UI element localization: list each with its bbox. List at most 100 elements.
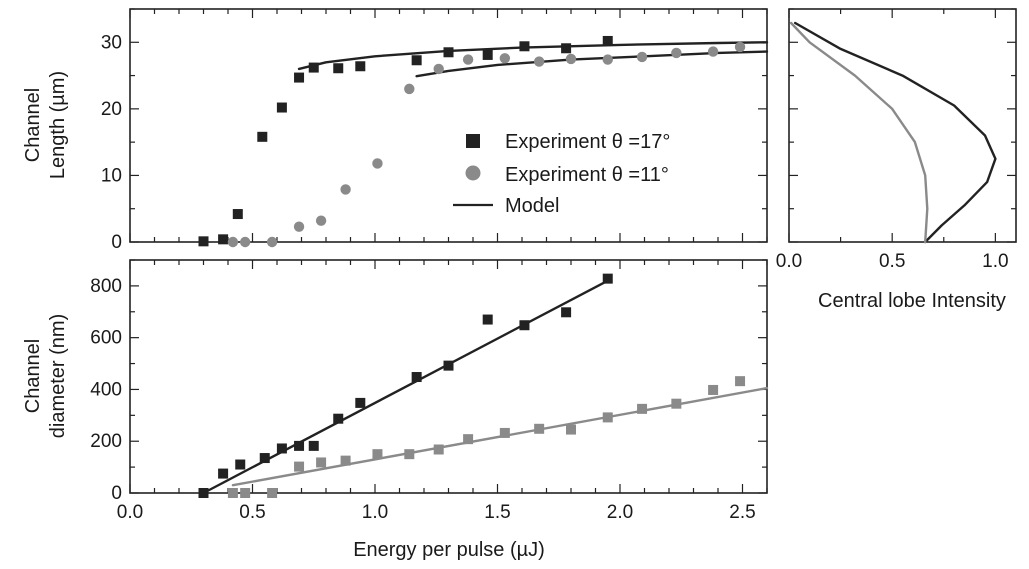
data-point-square: [519, 41, 530, 52]
data-point-square: [602, 412, 613, 423]
data-point-circle: [372, 158, 383, 169]
data-point-square: [411, 372, 422, 383]
data-point-square: [333, 413, 344, 424]
bottom-ylabel-line2: diameter (nm): [47, 314, 69, 438]
data-point-square: [671, 398, 682, 409]
data-point-square: [240, 488, 251, 498]
x-tick-label: 1.0: [982, 251, 1008, 272]
data-point-square: [232, 209, 243, 220]
x-axis-label: Energy per pulse (µJ): [353, 539, 545, 561]
legend-label-exp11: Experiment θ =11°: [505, 164, 669, 186]
data-point-square: [333, 63, 344, 74]
data-point-square: [294, 72, 305, 83]
data-point-circle: [404, 83, 415, 95]
data-point-square: [534, 423, 545, 434]
series-points: [198, 35, 746, 498]
data-point-circle: [602, 54, 613, 65]
data-point-square: [463, 434, 474, 445]
data-point-square: [259, 453, 270, 464]
data-point-square: [340, 455, 351, 466]
data-point-square: [499, 427, 510, 438]
data-point-square: [561, 43, 572, 54]
data-point-square: [482, 314, 493, 325]
x-tick-label: 2.0: [607, 502, 633, 523]
x-tick-label: 0.0: [117, 502, 143, 523]
data-point-circle: [239, 236, 251, 248]
right-x-axis-label: Central lobe Intensity: [818, 290, 1006, 312]
data-point-square: [637, 403, 648, 414]
data-point-circle: [227, 236, 239, 248]
tick-labels: 0 10 20 30 0 200 400 600 800 0.0 0.5 1.0 1.5 2.0 2.5 0.…: [90, 32, 1008, 523]
data-point-square: [218, 468, 229, 479]
bottom-left-panel-frame: [129, 259, 768, 494]
y-tick-label: 400: [90, 379, 122, 400]
x-tick-label: 2.5: [729, 502, 755, 523]
legend-label-exp17: Experiment θ =17°: [505, 131, 670, 153]
data-point-square: [708, 384, 719, 395]
data-point-circle: [315, 215, 327, 226]
data-point-circle: [293, 221, 305, 232]
data-point-square: [218, 234, 229, 245]
y-tick-label: 10: [101, 165, 122, 186]
data-point-square: [276, 443, 287, 454]
top-ylabel-line1: Channel: [22, 88, 44, 163]
data-point-square: [566, 424, 576, 435]
data-point-square: [404, 449, 415, 460]
y-tick-label: 0: [111, 232, 122, 253]
bottom-ylabel-line1: Channel: [22, 339, 44, 414]
top-right-panel-frame: [788, 8, 1017, 243]
data-point-circle: [734, 41, 746, 53]
data-point-circle: [266, 236, 278, 248]
data-point-circle: [499, 53, 511, 64]
data-point-circle: [636, 51, 648, 63]
data-point-square: [355, 397, 366, 408]
data-point-square: [519, 320, 530, 331]
data-point-square: [735, 376, 746, 387]
y-tick-label: 20: [101, 99, 122, 120]
data-point-square: [294, 461, 305, 472]
y-tick-label: 200: [90, 431, 122, 452]
data-point-square: [602, 273, 613, 284]
y-tick-label: 800: [90, 276, 122, 297]
data-point-square: [308, 62, 319, 73]
series-line-top-right-0: [794, 21, 997, 244]
y-tick-label: 600: [90, 328, 122, 349]
series-line-bottom-left-2: [202, 278, 612, 495]
data-point-circle: [462, 54, 474, 65]
data-point-square: [482, 49, 493, 60]
series-lines: [202, 21, 997, 495]
data-point-square: [276, 102, 287, 113]
data-point-square: [561, 307, 572, 318]
x-tick-label: 1.0: [362, 502, 388, 523]
y-tick-label: 0: [111, 483, 122, 504]
axis-ticks: [129, 8, 1016, 494]
top-ylabel-line2: Length (µm): [47, 71, 69, 179]
data-point-circle: [707, 46, 719, 57]
data-point-circle: [671, 47, 682, 59]
legend-marker-exp17: [466, 134, 480, 148]
data-point-square: [198, 236, 209, 247]
data-point-square: [198, 488, 209, 498]
data-point-circle: [533, 56, 545, 67]
data-point-square: [308, 440, 319, 451]
data-point-square: [411, 55, 422, 66]
data-point-circle: [565, 53, 577, 65]
legend: Experiment θ =17° Experiment θ =11° Mode…: [453, 131, 670, 217]
x-tick-label: 1.5: [484, 502, 510, 523]
legend-label-model: Model: [505, 195, 559, 217]
x-tick-label: 0.0: [776, 251, 802, 272]
x-tick-label: 0.5: [879, 251, 905, 272]
data-point-square: [235, 459, 246, 470]
data-point-square: [355, 61, 366, 72]
data-point-square: [443, 360, 454, 371]
series-line-top-right-1: [789, 21, 929, 244]
data-point-square: [433, 444, 444, 455]
data-point-square: [316, 457, 327, 468]
series-line-top-left-2: [297, 41, 769, 71]
data-point-circle: [340, 184, 351, 195]
data-point-square: [602, 35, 613, 46]
y-tick-label: 30: [101, 32, 122, 53]
data-point-circle: [433, 63, 444, 75]
